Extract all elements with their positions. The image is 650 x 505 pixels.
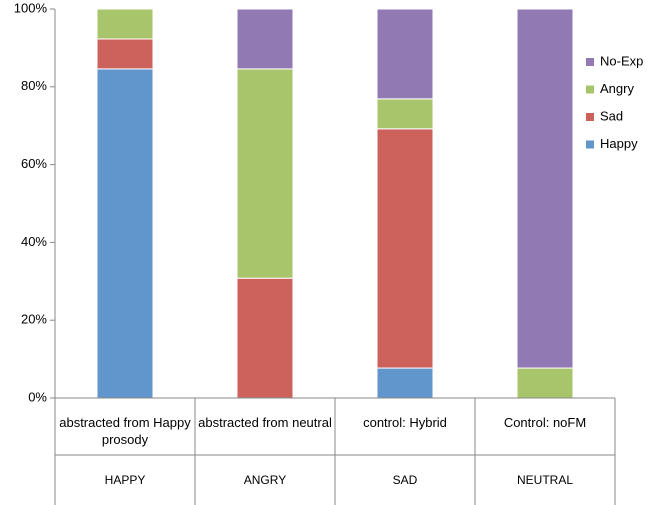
bar-segment [96, 38, 154, 70]
bar-segment [376, 128, 434, 369]
legend-swatch [586, 113, 594, 121]
x-tick-label: abstracted from neutral [198, 415, 332, 430]
legend-label: Angry [600, 81, 634, 96]
group-label: SAD [392, 473, 418, 487]
y-tick-label: 20% [21, 312, 47, 327]
bar-segment [96, 68, 154, 399]
bar-segment [516, 8, 574, 369]
bar-segment [376, 8, 434, 100]
group-label: ANGRY [243, 473, 287, 487]
bar-segment [376, 98, 434, 130]
legend-swatch [586, 85, 594, 94]
bar-segment [236, 8, 294, 70]
bar-segment [236, 277, 294, 399]
y-tick-label: 0% [28, 389, 47, 404]
x-tick-label: abstracted from Happy prosody [59, 415, 191, 447]
bar-segment [516, 367, 574, 399]
group-label: NEUTRAL [516, 473, 573, 487]
legend-swatch [586, 140, 594, 149]
legend-label: Happy [600, 136, 638, 151]
y-tick-label: 60% [21, 156, 47, 171]
y-tick-label: 100% [14, 0, 48, 15]
x-tick-label: control: Hybrid [363, 415, 447, 430]
bar-segment [96, 8, 154, 40]
legend-label: No-Exp [600, 53, 643, 68]
y-tick-label: 40% [21, 234, 47, 249]
y-tick-label: 80% [21, 78, 47, 93]
legend-label: Sad [600, 108, 623, 123]
legend-swatch [586, 58, 594, 66]
bar-segment [376, 367, 434, 399]
x-tick-label: Control: noFM [503, 415, 587, 430]
bar-segment [236, 68, 294, 279]
group-label: HAPPY [104, 473, 146, 487]
